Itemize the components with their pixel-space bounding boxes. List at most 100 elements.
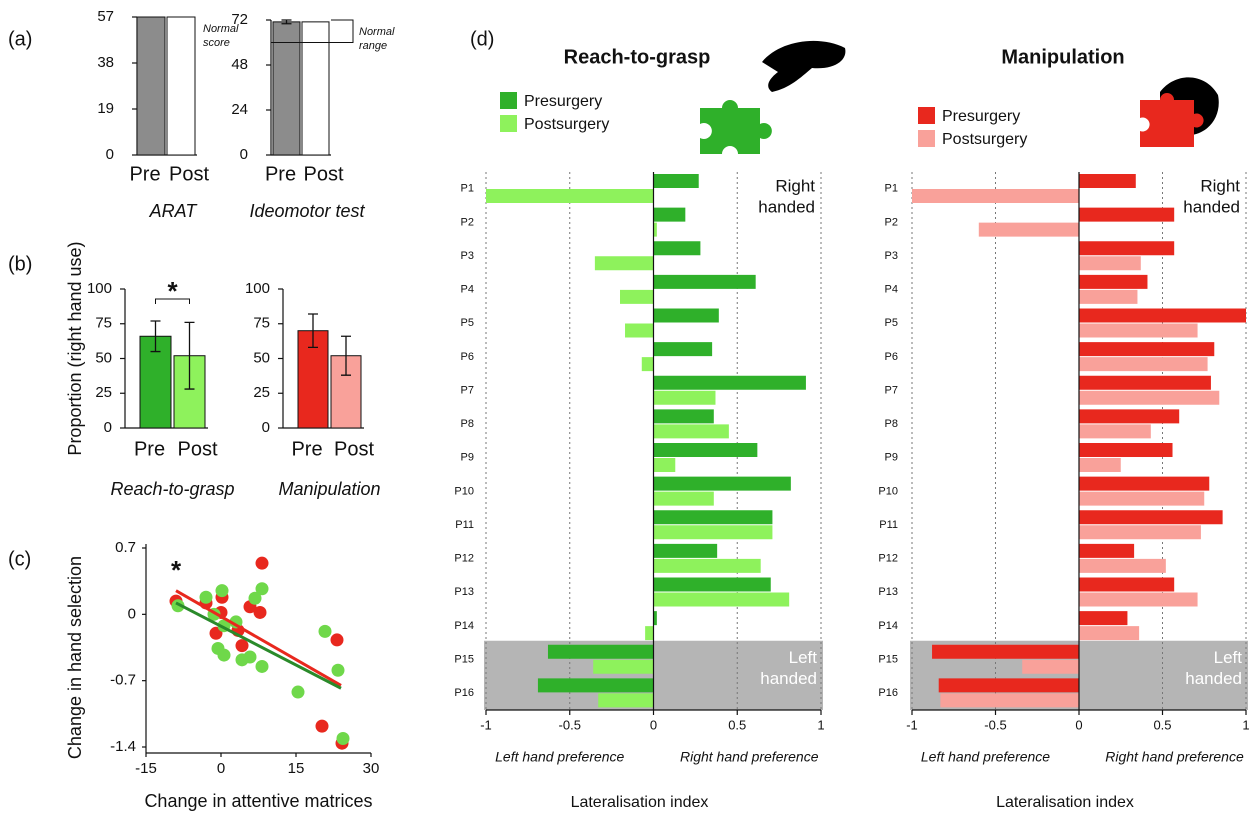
bar xyxy=(302,22,329,155)
y-tick-label: 0 xyxy=(106,146,114,163)
y-tick-label: 100 xyxy=(245,280,270,297)
annotation: handed xyxy=(1185,669,1242,688)
bar xyxy=(1022,660,1079,674)
y-tick-label: 0 xyxy=(240,146,248,163)
x-tick-label: Post xyxy=(334,438,374,460)
x-tick-label: Post xyxy=(169,163,209,185)
legend-label: Presurgery xyxy=(942,108,1020,125)
x-tick-label: 0 xyxy=(217,760,225,777)
bar xyxy=(1079,174,1136,188)
point xyxy=(256,660,269,673)
x-tick-label: 1 xyxy=(1242,717,1249,732)
bar xyxy=(654,525,773,539)
x-axis-label: Change in attentive matrices xyxy=(144,791,372,811)
y-tick-label: 0 xyxy=(104,419,112,436)
annotation: Right xyxy=(1200,176,1240,195)
x-tick-label: 0 xyxy=(1075,717,1082,732)
y-tick-label: P3 xyxy=(461,250,474,262)
y-tick-label: P6 xyxy=(885,351,898,363)
bar xyxy=(538,678,654,692)
bar xyxy=(654,458,676,472)
y-tick-label: 48 xyxy=(231,56,248,73)
bar xyxy=(273,22,300,155)
y-tick-label: P8 xyxy=(885,418,898,430)
bar xyxy=(620,290,654,304)
bar xyxy=(932,645,1079,659)
legend-label: Postsurgery xyxy=(942,131,1027,148)
x-tick-label: -15 xyxy=(135,760,157,777)
point xyxy=(316,720,329,733)
bar xyxy=(167,17,195,155)
y-tick-label: P5 xyxy=(461,317,474,329)
annotation: Left xyxy=(1214,648,1243,667)
bar xyxy=(979,223,1079,237)
bar xyxy=(654,559,761,573)
x-tick-label: 15 xyxy=(288,760,305,777)
bar xyxy=(654,391,716,405)
bar xyxy=(654,544,718,558)
x-tick-label: Post xyxy=(303,163,343,185)
legend-label: Presurgery xyxy=(524,93,602,110)
y-tick-label: -1.4 xyxy=(110,738,136,755)
x-tick-label: 0 xyxy=(650,717,657,732)
chart-title: Reach-to-grasp xyxy=(564,46,711,68)
x-tick-label: -1 xyxy=(906,717,918,732)
y-tick-label: P14 xyxy=(454,620,474,632)
y-tick-label: P2 xyxy=(885,216,898,228)
y-tick-label: 75 xyxy=(95,315,112,332)
annotation: Right hand preference xyxy=(680,749,819,765)
bar xyxy=(654,309,719,323)
x-tick-label: 1 xyxy=(817,717,824,732)
y-tick-label: 72 xyxy=(231,11,248,28)
y-tick-label: P11 xyxy=(879,519,898,531)
bar xyxy=(912,189,1079,203)
bar xyxy=(1079,357,1208,371)
bar xyxy=(654,409,714,423)
bar xyxy=(595,256,654,270)
bar xyxy=(654,174,699,188)
bar xyxy=(1079,544,1134,558)
bar xyxy=(1079,510,1223,524)
y-tick-label: P16 xyxy=(454,687,474,699)
y-tick-label: 24 xyxy=(231,101,248,118)
y-tick-label: 50 xyxy=(95,349,112,366)
y-tick-label: P7 xyxy=(461,384,474,396)
y-tick-label: P8 xyxy=(461,418,474,430)
bar xyxy=(1079,409,1179,423)
bar xyxy=(654,443,758,457)
bar xyxy=(1079,376,1211,390)
bar xyxy=(1079,611,1127,625)
y-tick-label: P10 xyxy=(454,485,474,497)
bar xyxy=(1079,256,1141,270)
point xyxy=(319,625,332,638)
y-tick-label: P1 xyxy=(461,183,474,195)
bar xyxy=(1079,458,1121,472)
x-tick-label: Post xyxy=(177,438,217,460)
point xyxy=(337,732,350,745)
bar xyxy=(654,578,771,592)
annotation: handed xyxy=(1183,197,1240,216)
y-tick-label: P14 xyxy=(878,620,898,632)
bar xyxy=(1079,525,1201,539)
x-tick-label: 30 xyxy=(363,760,380,777)
point xyxy=(331,633,344,646)
x-tick-label: Pre xyxy=(291,438,322,460)
point xyxy=(200,591,213,604)
page: {"chart_data": [ {"type": "bar", "panel_… xyxy=(0,0,1255,813)
y-tick-label: P15 xyxy=(878,653,898,665)
y-tick-label: P6 xyxy=(461,351,474,363)
bar xyxy=(1079,290,1137,304)
bar xyxy=(625,324,653,338)
bar xyxy=(654,241,701,255)
bar xyxy=(1079,443,1173,457)
y-tick-label: P16 xyxy=(878,687,898,699)
x-tick-label: -1 xyxy=(480,717,492,732)
bar xyxy=(654,376,806,390)
x-tick-label: 0.5 xyxy=(1153,717,1171,732)
panel-label: (c) xyxy=(8,548,31,570)
bar xyxy=(654,593,790,607)
y-axis-label: Proportion (right hand use) xyxy=(65,241,85,455)
y-tick-label: 0 xyxy=(128,605,136,622)
x-tick-label: -0.5 xyxy=(984,717,1006,732)
point xyxy=(332,664,345,677)
